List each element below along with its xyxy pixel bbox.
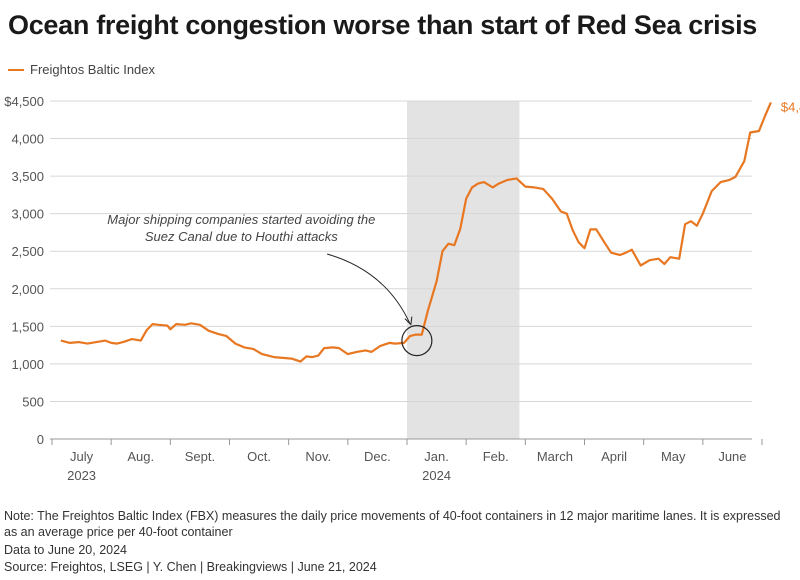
x-tick-label: Feb. <box>483 449 509 464</box>
x-tick-label: April <box>601 449 627 464</box>
source-text: Source: Freightos, LSEG | Y. Chen | Brea… <box>4 560 377 574</box>
y-tick-label: 1,500 <box>11 319 44 334</box>
y-tick-label: 1,000 <box>11 357 44 372</box>
x-tick-label: Sept. <box>185 449 215 464</box>
x-tick-label: Oct. <box>247 449 271 464</box>
x-tick-label: March <box>537 449 573 464</box>
annotation-arrowhead <box>404 316 413 326</box>
note-text: Note: The Freightos Baltic Index (FBX) m… <box>4 509 781 539</box>
x-tick-label: Jan. <box>424 449 449 464</box>
y-tick-label: $4,500 <box>4 94 44 109</box>
legend: Freightos Baltic Index <box>8 62 155 77</box>
x-tick-label: July <box>70 449 94 464</box>
annotation-arrow <box>326 253 411 324</box>
y-tick-label: 0 <box>37 432 44 447</box>
shaded-period <box>407 101 520 439</box>
y-tick-label: 500 <box>22 394 44 409</box>
annotation-circle <box>401 325 433 357</box>
annotation-text: Suez Canal due to Houthi attacks <box>145 229 338 244</box>
chart-title: Ocean freight congestion worse than star… <box>8 10 757 40</box>
annotation-text: Major shipping companies started avoidin… <box>107 212 375 227</box>
x-tick-label: May <box>661 449 686 464</box>
x-tick-label: June <box>718 449 746 464</box>
y-tick-label: 2,000 <box>11 282 44 297</box>
x-tick-label: Dec. <box>364 449 391 464</box>
x-tick-sublabel: 2023 <box>67 468 96 483</box>
x-tick-label: Nov. <box>305 449 331 464</box>
x-tick-label: Aug. <box>127 449 154 464</box>
legend-label: Freightos Baltic Index <box>30 62 156 77</box>
line-chart: 0 500 1,000 1,500 2,000 2,500 3,000 3,500 4,000 $… <box>4 94 800 483</box>
data-through-text: Data to June 20, 2024 <box>4 543 128 557</box>
end-value-label: $4,481 <box>781 99 800 114</box>
legend-swatch <box>8 68 24 71</box>
y-tick-label: 3,000 <box>11 207 44 222</box>
y-tick-label: 2,500 <box>11 244 44 259</box>
series-line <box>60 101 772 363</box>
y-tick-label: 3,500 <box>11 169 44 184</box>
x-tick-sublabel: 2024 <box>422 468 451 483</box>
y-tick-label: 4,000 <box>11 132 44 147</box>
